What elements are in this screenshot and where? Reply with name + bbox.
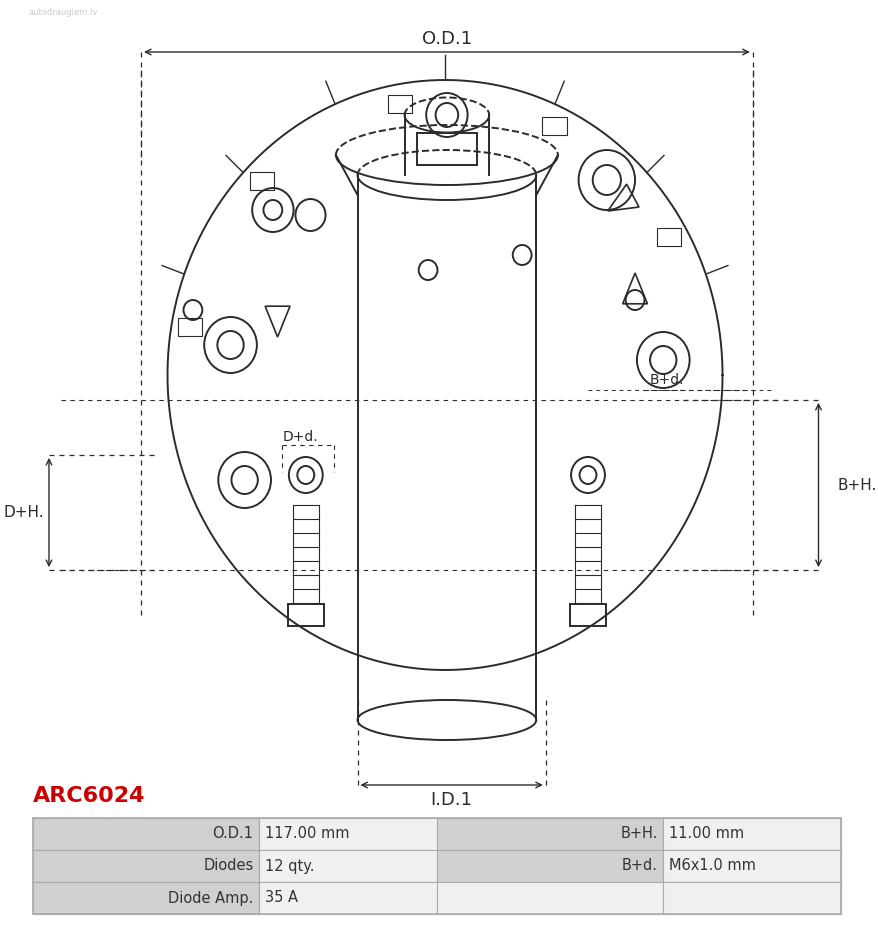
Bar [259, 882, 436, 914]
Bar [663, 882, 840, 914]
Text: M6x1.0 mm: M6x1.0 mm [668, 858, 755, 873]
Bar [33, 882, 259, 914]
Text: Diode Amp.: Diode Amp. [168, 890, 254, 905]
Bar [436, 818, 663, 850]
Text: B+d.: B+d. [649, 373, 683, 387]
Bar [663, 850, 840, 882]
Text: D+H.: D+H. [4, 505, 44, 520]
Text: O.D.1: O.D.1 [421, 30, 471, 48]
Text: ARC6024: ARC6024 [33, 786, 146, 806]
Text: D+d.: D+d. [282, 430, 318, 444]
Bar [259, 818, 436, 850]
Text: Diodes: Diodes [203, 858, 254, 873]
Text: O.D.1: O.D.1 [212, 826, 254, 841]
Text: B+d.: B+d. [621, 858, 657, 873]
Text: B+H.: B+H. [837, 478, 875, 493]
Text: 11.00 mm: 11.00 mm [668, 826, 743, 841]
Bar [436, 850, 663, 882]
Bar [436, 882, 663, 914]
Text: 117.00 mm: 117.00 mm [264, 826, 349, 841]
Bar [33, 850, 259, 882]
Text: I.D.1: I.D.1 [430, 791, 472, 809]
Text: 12 qty.: 12 qty. [264, 858, 314, 873]
Bar [259, 850, 436, 882]
Text: 35 A: 35 A [264, 890, 298, 905]
Bar [33, 818, 259, 850]
Bar [33, 818, 840, 914]
Bar [663, 818, 840, 850]
Text: autodraugiem.lv: autodraugiem.lv [28, 8, 97, 17]
Text: B+H.: B+H. [620, 826, 657, 841]
